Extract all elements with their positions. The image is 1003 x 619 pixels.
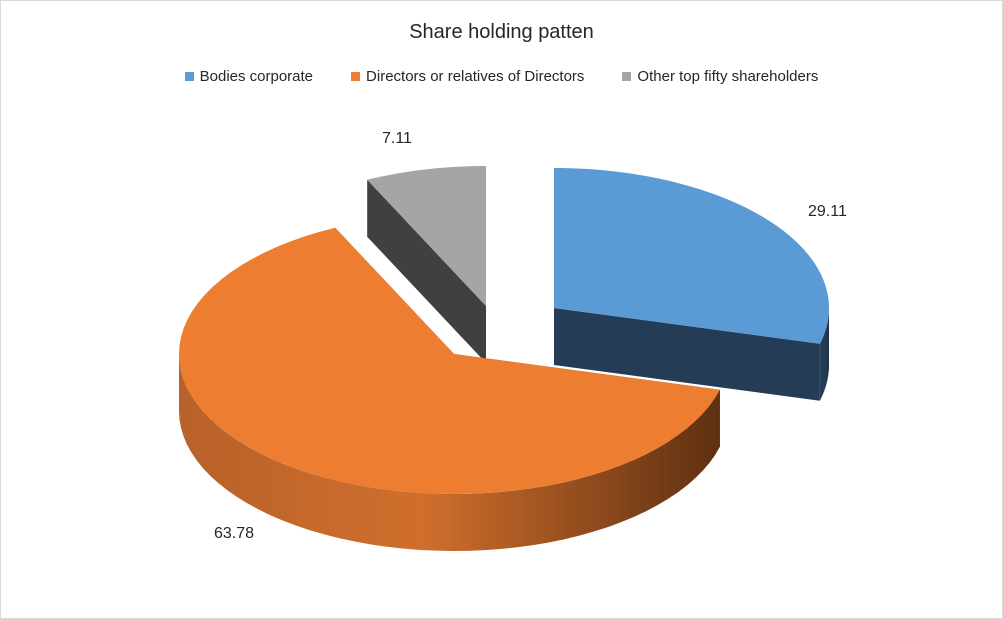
legend-swatch	[184, 72, 194, 81]
pie-slice-top	[554, 168, 829, 344]
chart-legend: Bodies corporate Directors or relatives …	[1, 68, 1002, 85]
data-label-0: 29.11	[808, 203, 847, 220]
pie-slice-1	[179, 227, 720, 551]
pie-slice-top	[179, 227, 720, 494]
legend-label: Bodies corporate	[199, 68, 314, 85]
legend-swatch	[351, 72, 361, 81]
pie-slice-2	[367, 166, 486, 363]
pie-slice-wall	[367, 179, 486, 363]
legend-item-other-shareholders: Other top fifty shareholders	[622, 68, 818, 85]
pie-slice-wall	[554, 308, 820, 401]
legend-label: Directors or relatives of Directors	[366, 68, 585, 85]
pie-slice-top	[367, 166, 486, 306]
data-label-2: 7.11	[382, 130, 412, 147]
legend-swatch	[622, 72, 632, 81]
data-label-1: 63.78	[214, 525, 254, 542]
legend-label: Other top fifty shareholders	[637, 68, 819, 85]
pie-slice-rim	[819, 308, 829, 401]
chart-title: Share holding patten	[409, 21, 594, 43]
legend-item-directors: Directors or relatives of Directors	[351, 68, 584, 85]
pie-slice-rim	[179, 354, 720, 551]
legend-item-bodies-corporate: Bodies corporate	[184, 68, 314, 85]
pie-slice-0	[554, 168, 829, 401]
